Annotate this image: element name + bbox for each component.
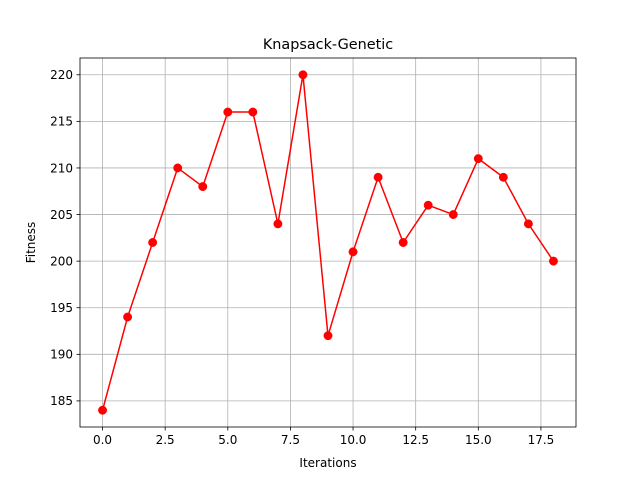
data-point xyxy=(323,331,333,341)
data-point xyxy=(523,219,533,229)
data-point xyxy=(223,107,233,117)
data-point xyxy=(273,219,283,229)
data-point xyxy=(98,405,107,415)
x-tick-label: 2.5 xyxy=(156,433,175,447)
data-point xyxy=(448,210,458,219)
y-tick-label: 215 xyxy=(50,115,73,129)
x-tick-label: 5.0 xyxy=(218,433,237,447)
x-tick-label: 0.0 xyxy=(93,433,112,447)
y-axis-label: Fitness xyxy=(24,222,38,264)
x-tick-label: 7.5 xyxy=(281,433,300,447)
data-point xyxy=(423,200,433,210)
chart-title: Knapsack-Genetic xyxy=(263,37,393,53)
axis-ticks: 0.0 2.5 5.0 7.5 10.0 12.5 15.0 17.5 185 190 195 200… xyxy=(50,68,554,447)
x-tick-label: 10.0 xyxy=(340,433,367,447)
plot-frame xyxy=(79,57,577,428)
x-axis-label: Iterations xyxy=(299,456,356,470)
x-tick-label: 12.5 xyxy=(402,433,429,447)
data-point xyxy=(198,182,208,192)
data-point xyxy=(373,172,383,182)
y-tick-label: 220 xyxy=(50,68,73,82)
y-tick-label: 195 xyxy=(50,301,73,315)
data-point xyxy=(549,256,558,266)
x-tick-label: 15.0 xyxy=(465,433,492,447)
data-point xyxy=(298,70,308,80)
y-tick-label: 190 xyxy=(50,348,73,362)
y-tick-label: 185 xyxy=(50,394,73,408)
series-line xyxy=(101,74,555,411)
series-layer xyxy=(98,70,558,415)
data-point xyxy=(123,312,133,322)
x-tick-label: 17.5 xyxy=(528,433,555,447)
grid xyxy=(80,58,576,427)
data-point xyxy=(473,154,483,164)
data-point xyxy=(148,238,158,247)
y-tick-label: 200 xyxy=(50,254,73,268)
data-point xyxy=(398,238,408,247)
y-tick-label: 205 xyxy=(50,208,73,222)
data-point xyxy=(498,172,508,182)
y-tick-label: 210 xyxy=(50,161,73,175)
data-point xyxy=(348,247,358,257)
data-point xyxy=(248,107,258,117)
data-point xyxy=(173,163,183,173)
